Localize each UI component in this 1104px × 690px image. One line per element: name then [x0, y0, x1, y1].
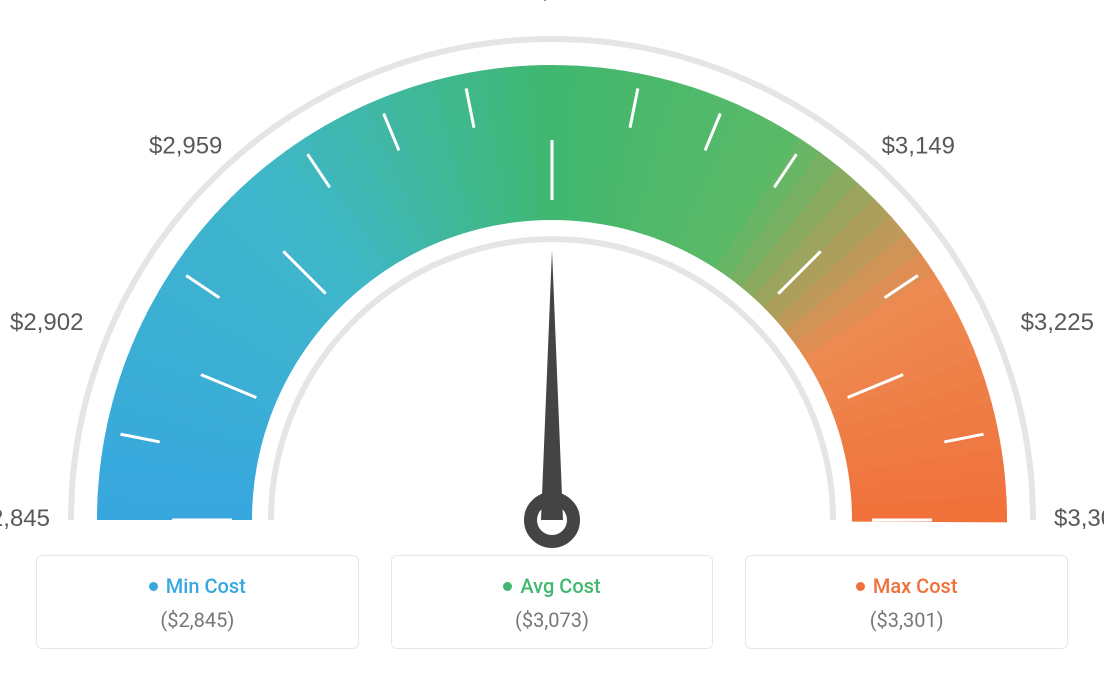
- card-title-row: Max Cost: [756, 574, 1057, 598]
- card-title-row: Min Cost: [47, 574, 348, 598]
- gauge-tick-label: $2,902: [10, 309, 83, 336]
- card-title: Max Cost: [873, 574, 958, 598]
- card-value: ($3,073): [402, 608, 703, 632]
- gauge-tick-label: $3,225: [1021, 309, 1094, 336]
- card-title-row: Avg Cost: [402, 574, 703, 598]
- summary-cards-row: Min Cost ($2,845) Avg Cost ($3,073) Max Cost…: [0, 555, 1104, 669]
- gauge-tick-label: $3,073: [515, 0, 588, 4]
- legend-dot-icon: [503, 582, 512, 591]
- legend-dot-icon: [149, 582, 158, 591]
- gauge-tick-label: $3,149: [882, 133, 955, 160]
- gauge-needle: [541, 250, 563, 520]
- gauge-tick-label: $3,301: [1054, 505, 1104, 532]
- gauge-chart: $2,845 $2,902 $2,959 $3,073 $3,149 $3,225 $3,3…: [0, 0, 1104, 555]
- min-cost-card: Min Cost ($2,845): [36, 555, 359, 649]
- avg-cost-card: Avg Cost ($3,073): [391, 555, 714, 649]
- card-title: Min Cost: [166, 574, 246, 598]
- card-value: ($2,845): [47, 608, 348, 632]
- card-title: Avg Cost: [520, 574, 600, 598]
- max-cost-card: Max Cost ($3,301): [745, 555, 1068, 649]
- gauge-tick-label: $2,959: [149, 133, 222, 160]
- legend-dot-icon: [856, 582, 865, 591]
- card-value: ($3,301): [756, 608, 1057, 632]
- gauge-svg: $2,845 $2,902 $2,959 $3,073 $3,149 $3,225 $3,3…: [0, 0, 1104, 555]
- gauge-tick-label: $2,845: [0, 505, 50, 532]
